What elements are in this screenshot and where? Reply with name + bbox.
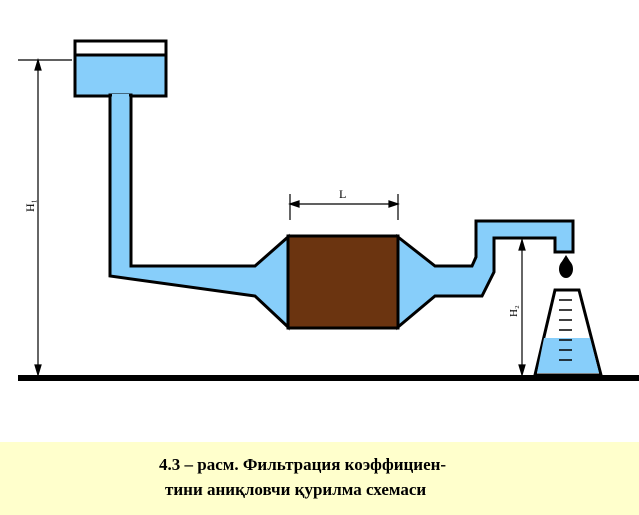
caption-line-1: 4.3 – расм. Фильтрация коэффициен-: [159, 455, 447, 474]
upper-reservoir-air: [73, 39, 168, 57]
flask-water: [537, 338, 599, 373]
flask-graduations: [559, 299, 572, 361]
height-dimension-left: [18, 57, 72, 378]
water-drop: [559, 260, 573, 278]
caption-box: [0, 442, 639, 515]
supply-pipe: [108, 93, 290, 331]
caption-line-2: тини аниқловчи қурилма схемаси: [165, 480, 427, 499]
ground-line: [18, 375, 639, 381]
height-dimension-right: [518, 237, 526, 378]
length-label: L: [339, 187, 346, 201]
height-label-right: H₂: [508, 305, 520, 317]
filtration-apparatus-diagram: H₁ L H₂: [18, 39, 639, 381]
length-dimension: [288, 194, 400, 220]
height-label-left: H₁: [23, 199, 37, 212]
outlet-pipe: [396, 219, 575, 331]
filter-sample: [286, 234, 400, 330]
upper-reservoir-water: [73, 53, 168, 98]
